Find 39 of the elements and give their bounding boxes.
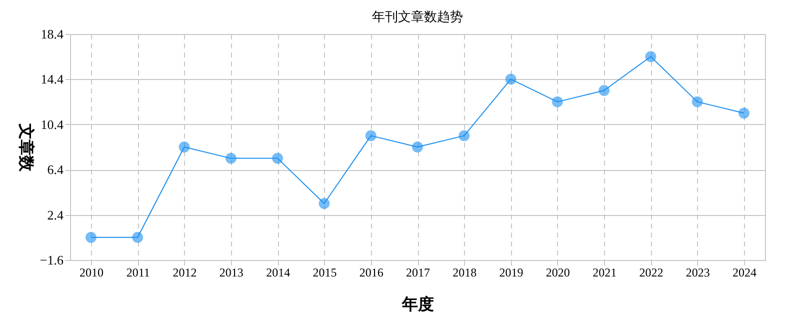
point: [225, 152, 236, 164]
point: [552, 96, 563, 108]
chart-title: 年刊文章数趋势: [372, 9, 463, 24]
y-tick-label: 18.4: [40, 26, 64, 42]
point: [412, 142, 423, 152]
point: [738, 108, 750, 119]
point: [318, 198, 330, 209]
x-tick-label: 2014: [266, 266, 290, 280]
x-tick-label: 2021: [592, 266, 617, 280]
x-tick-label: 2010: [79, 266, 104, 280]
point: [598, 85, 610, 96]
x-tick-label: 2024: [732, 266, 757, 280]
y-axis-title: 文章数: [16, 122, 35, 172]
y-tick-label: 2.4: [47, 207, 64, 222]
point: [272, 152, 284, 164]
point: [692, 96, 703, 108]
x-tick-label: 2015: [312, 266, 337, 280]
x-tick-label: 2012: [172, 266, 197, 280]
point: [458, 130, 470, 142]
point: [645, 51, 656, 62]
point: [86, 232, 96, 243]
point: [132, 232, 144, 243]
x-tick-label: 2022: [639, 266, 664, 280]
x-tick-label: 2019: [499, 266, 524, 280]
x-tick-label: 2016: [359, 266, 384, 280]
point: [365, 130, 376, 142]
y-tick-label: 10.4: [40, 116, 64, 132]
x-tick-label: 2018: [452, 266, 477, 280]
y-tick-label: 6.4: [47, 162, 64, 178]
x-tick-label: 2017: [406, 266, 430, 280]
x-tick-label: 2023: [686, 266, 710, 280]
point: [178, 142, 190, 152]
x-tick-label: 2013: [219, 266, 244, 280]
point: [505, 74, 516, 85]
y-tick-label: 14.4: [40, 72, 64, 87]
x-tick-label: 2011: [126, 266, 150, 280]
y-tick-label: −1.6: [40, 252, 64, 268]
x-axis-title: 年度: [401, 294, 434, 314]
x-tick-label: 2020: [546, 266, 570, 280]
